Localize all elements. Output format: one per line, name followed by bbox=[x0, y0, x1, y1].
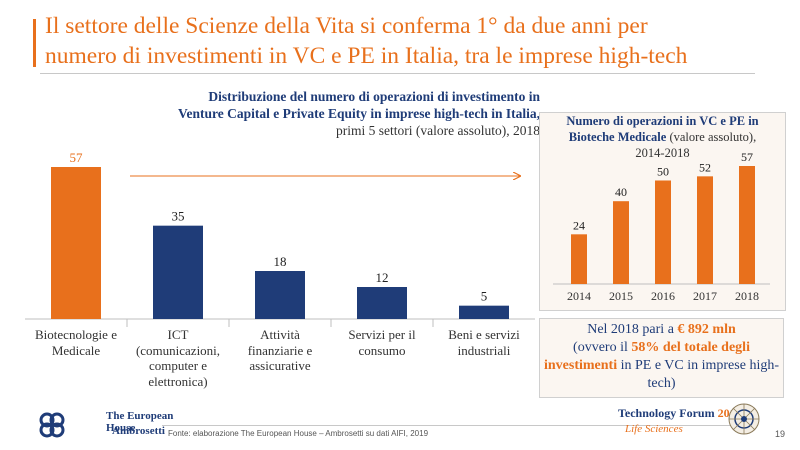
main-bar bbox=[153, 225, 203, 319]
logo-line-1: The European House bbox=[106, 410, 174, 434]
main-category-label-line: (comunicazioni, bbox=[135, 342, 221, 358]
source-note: Fonte: elaborazione The European House –… bbox=[168, 429, 429, 438]
side-bar-value-label: 57 bbox=[741, 150, 753, 164]
main-category-label-line: assicurative bbox=[249, 358, 311, 373]
slide-title-line-1: Il settore delle Scienze della Vita si c… bbox=[45, 13, 648, 39]
forum-title: Technology Forum 2019 bbox=[618, 406, 742, 421]
logo-line-2: Ambrosetti bbox=[112, 425, 165, 437]
main-bar-value-label: 18 bbox=[274, 254, 287, 269]
callout-share: 58% del totale degli investimenti bbox=[543, 340, 750, 373]
main-category-label-line: Medicale bbox=[51, 342, 101, 358]
side-category-label: 2017 bbox=[693, 289, 717, 303]
title-accent-bar bbox=[33, 19, 36, 67]
main-chart-heading-line-2: Venture Capital e Private Equity in impr… bbox=[177, 106, 540, 121]
main-bar bbox=[51, 167, 101, 319]
main-category-label: Beni e servizi industriali bbox=[429, 327, 539, 358]
callout-text-3: in PE e VC in imprese high-tech) bbox=[617, 358, 779, 391]
main-category-label-line: computer e bbox=[148, 358, 208, 373]
main-category-label: ICT (comunicazioni, computer e elettronica) bbox=[123, 327, 233, 389]
side-bar-value-label: 24 bbox=[573, 218, 585, 232]
main-bar-value-label: 57 bbox=[70, 150, 84, 165]
slide-title: Il settore delle Scienze della Vita si c… bbox=[45, 11, 785, 71]
main-bar bbox=[255, 271, 305, 319]
forum-emblem-icon bbox=[728, 403, 760, 435]
footer-divider bbox=[162, 425, 752, 426]
side-bar bbox=[655, 180, 671, 284]
page-number: 19 bbox=[775, 429, 786, 439]
callout-text-1: Nel 2018 pari a bbox=[587, 322, 678, 337]
main-category-label-line: finanziarie e bbox=[247, 342, 313, 358]
side-category-label: 2016 bbox=[651, 289, 675, 303]
main-category-label-line: Servizi per il bbox=[348, 327, 416, 342]
callout-text-2: (ovvero il bbox=[573, 340, 632, 355]
side-bar-chart: 24 2014 40 2015 50 2016 52 2017 57 2018 bbox=[553, 150, 770, 303]
forum-title-text: Technology Forum bbox=[618, 406, 715, 420]
side-category-label: 2014 bbox=[567, 289, 591, 303]
main-bar-value-label: 5 bbox=[481, 289, 488, 304]
side-bar-value-label: 40 bbox=[615, 185, 627, 199]
ambrosetti-logo: The European House Ambrosetti bbox=[38, 408, 178, 442]
side-bar bbox=[613, 201, 629, 284]
main-bar-chart: 57 35 18 12 5 bbox=[25, 150, 535, 327]
main-category-label-line: industriali bbox=[457, 342, 511, 358]
main-category-label-line: consumo bbox=[358, 342, 406, 358]
main-bar-value-label: 35 bbox=[172, 209, 185, 224]
side-bar bbox=[697, 176, 713, 284]
side-chart-heading-line-2: Bioteche Medicale bbox=[568, 130, 667, 144]
side-chart-heading: Numero di operazioni in VC e PE in Biote… bbox=[545, 113, 780, 161]
main-category-label-line: Biotecnologie e bbox=[35, 327, 117, 342]
forum-subtitle: Life Sciences bbox=[625, 423, 683, 435]
main-bar bbox=[357, 287, 407, 319]
side-bar bbox=[571, 234, 587, 284]
ambrosetti-logo-icon bbox=[39, 412, 65, 438]
side-bar bbox=[739, 166, 755, 284]
main-chart-heading-line-1: Distribuzione del numero di operazioni d… bbox=[208, 89, 540, 104]
main-chart-heading-subtitle: primi 5 settori (valore assoluto), 2018 bbox=[336, 123, 540, 138]
main-category-label-line: Attività bbox=[260, 327, 300, 342]
main-category-label: Attività finanziarie e assicurative bbox=[225, 327, 335, 374]
side-bar-value-label: 50 bbox=[657, 164, 669, 178]
side-bar-value-label: 52 bbox=[699, 160, 711, 174]
slide-title-line-2: numero di investimenti in VC e PE in Ita… bbox=[45, 43, 688, 69]
side-chart-heading-period: 2014-2018 bbox=[635, 146, 690, 160]
side-chart-heading-line-1: Numero di operazioni in VC e PE in bbox=[566, 114, 759, 128]
main-category-label: Biotecnologie e Medicale bbox=[21, 327, 131, 358]
side-category-label: 2018 bbox=[735, 289, 759, 303]
main-chart-heading: Distribuzione del numero di operazioni d… bbox=[20, 88, 540, 139]
title-divider bbox=[40, 73, 755, 74]
main-bar bbox=[459, 305, 509, 319]
main-category-label: Servizi per il consumo bbox=[327, 327, 437, 358]
main-bar-value-label: 12 bbox=[376, 270, 389, 285]
callout-box: Nel 2018 pari a € 892 mln (ovvero il 58%… bbox=[539, 318, 784, 398]
callout-amount: € 892 mln bbox=[677, 322, 736, 337]
main-category-label-line: ICT bbox=[167, 327, 189, 342]
main-category-label-line: elettronica) bbox=[148, 373, 208, 389]
side-category-label: 2015 bbox=[609, 289, 633, 303]
side-chart-heading-unit: (valore assoluto), bbox=[666, 130, 757, 144]
main-category-label-line: Beni e servizi bbox=[448, 327, 520, 342]
